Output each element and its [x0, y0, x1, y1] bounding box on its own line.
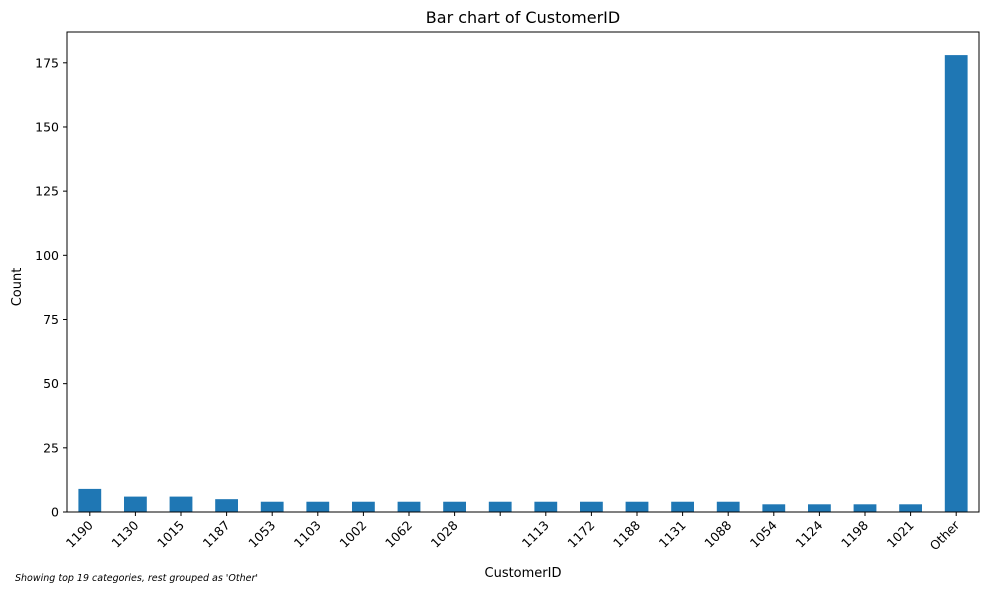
bar [762, 504, 786, 512]
y-tick-label: 125 [35, 184, 59, 199]
x-tick-label: 1130 [108, 517, 141, 550]
y-tick-label: 0 [51, 505, 59, 520]
bar [808, 504, 831, 512]
x-tick-label: Other [927, 517, 963, 553]
y-tick-label: 75 [43, 312, 59, 327]
x-tick-label: 1198 [838, 517, 871, 550]
x-tick-label: 1113 [519, 518, 552, 551]
chart-title: Bar chart of CustomerID [426, 8, 620, 27]
y-tick-label: 50 [43, 376, 59, 391]
bar [853, 504, 877, 512]
bar [716, 501, 740, 512]
y-axis: 0 25 50 75 100 125 150 175 [35, 55, 67, 520]
bar [671, 501, 694, 512]
x-tick-label: 1054 [747, 517, 780, 550]
y-tick-label: 25 [43, 440, 59, 455]
bar [124, 496, 147, 512]
y-axis-label: Count [10, 268, 25, 307]
bars-group [78, 55, 968, 513]
bar [625, 501, 649, 512]
x-tick-label: 1028 [428, 517, 461, 550]
x-tick-label: 1188 [610, 517, 643, 550]
x-tick-label: 1088 [701, 517, 734, 550]
bar [260, 501, 284, 512]
bar [306, 501, 330, 512]
x-axis-label: CustomerID [485, 566, 562, 581]
bar [534, 501, 558, 512]
bar [944, 55, 968, 513]
bar [899, 504, 922, 512]
y-tick-label: 100 [35, 248, 59, 263]
y-tick-label: 150 [35, 119, 59, 134]
x-tick-label: 1190 [63, 517, 96, 550]
bar [397, 501, 421, 512]
x-tick-label: 1131 [656, 518, 689, 551]
y-tick-label: 175 [35, 55, 59, 70]
bar [78, 488, 102, 512]
x-tick-label: 1062 [382, 518, 415, 551]
x-tick-label: 1103 [291, 518, 324, 551]
x-axis: 1190 1130 1015 1187 1053 1103 1002 1062 1028 1113… [63, 512, 963, 553]
x-tick-label: 1015 [154, 518, 187, 551]
x-tick-label: 1053 [245, 518, 278, 551]
bar [169, 496, 193, 512]
x-tick-label: 1187 [200, 518, 233, 551]
bar [215, 499, 238, 512]
bar [580, 501, 603, 512]
x-tick-label: 1021 [884, 518, 917, 551]
footnote: Showing top 19 categories, rest grouped … [15, 573, 259, 584]
x-tick-label: 1002 [336, 518, 369, 551]
x-tick-label: 1124 [792, 517, 825, 550]
bar [352, 501, 375, 512]
x-tick-label: 1172 [564, 518, 597, 551]
bar [443, 501, 466, 512]
bar [488, 501, 512, 512]
plot-frame [66, 31, 980, 513]
